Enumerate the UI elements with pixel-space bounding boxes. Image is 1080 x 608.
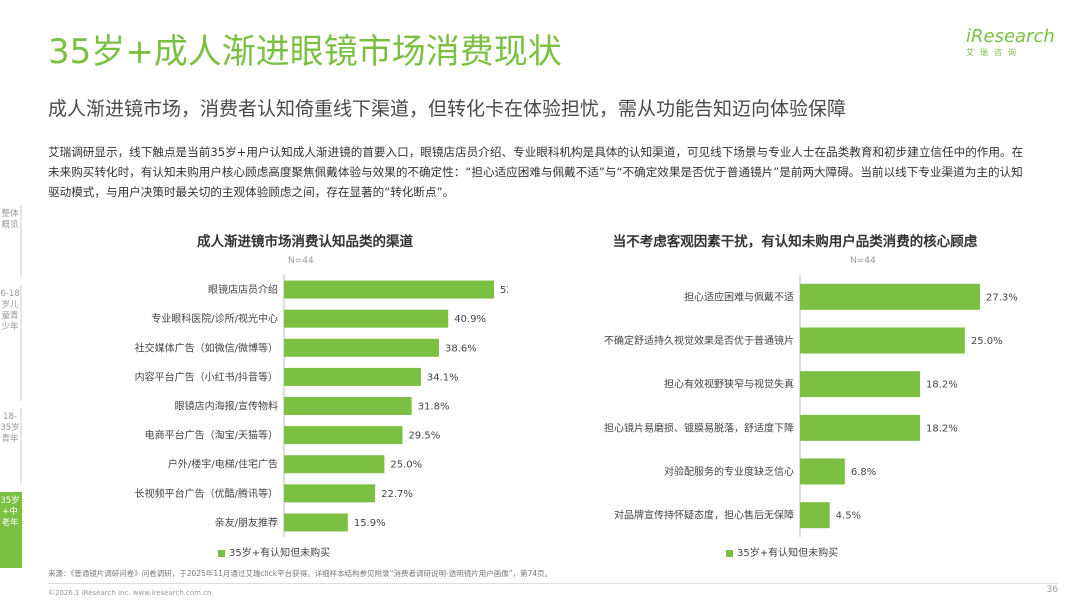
bar	[800, 283, 980, 310]
data-label: 34.1%	[427, 372, 459, 383]
source-note: 来源：《普通镜片调研问卷》问卷调研，于2025年11月通过艾瑞click平台获得…	[48, 569, 553, 578]
data-label: 29.5%	[408, 431, 440, 442]
category-label: 担心有效视野狭窄与视觉失真	[664, 378, 794, 391]
category-label: 对品牌宣传持怀疑态度，担心售后无保障	[614, 509, 794, 522]
bar	[284, 338, 439, 357]
data-label: 40.9%	[454, 314, 486, 325]
sidebar-tab-overview[interactable]: 整体概览	[0, 205, 22, 277]
logo-brand: iResearch	[966, 26, 1055, 47]
data-label: 38.6%	[445, 343, 477, 354]
bar	[800, 414, 920, 441]
bar	[284, 309, 449, 328]
chart2-legend-label: 35岁+有认知但未购买	[737, 548, 839, 559]
bar	[284, 280, 494, 299]
bar	[284, 513, 348, 532]
category-label: 担心适应困难与佩戴不适	[684, 290, 794, 303]
logo-sub: 艾瑞咨询	[966, 48, 1022, 57]
category-label: 不确定舒适持久视觉效果是否优于普通镜片	[604, 334, 794, 347]
category-label: 户外/楼宇/电梯/住宅广告	[168, 458, 278, 471]
footer-divider	[48, 583, 1058, 584]
data-label: 27.3%	[986, 292, 1018, 303]
category-label: 对验配服务的专业度缺乏信心	[664, 465, 794, 478]
iresearch-logo: iResearch 艾瑞咨询	[966, 26, 1056, 70]
intro-paragraph: 艾瑞调研显示，线下触点是当前35岁+用户认知成人渐进镜的首要入口，眼镜店店员介绍…	[48, 145, 1024, 199]
bar	[800, 371, 920, 398]
legend-swatch	[726, 549, 733, 557]
category-label: 亲友/朋友推荐	[215, 516, 278, 529]
bar	[800, 327, 965, 354]
category-label: 长视频平台广告（优酷/腾讯等）	[135, 487, 278, 500]
chart1-n-label: N=44	[288, 256, 314, 266]
data-label: 31.8%	[418, 402, 450, 413]
bar	[284, 484, 376, 503]
category-label: 专业眼科医院/诊所/视光中心	[151, 312, 278, 325]
data-label: 25.0%	[390, 460, 422, 471]
legend-swatch	[218, 549, 225, 557]
data-label: 52.3%	[500, 285, 508, 296]
category-label: 眼镜店内海报/宣传物料	[175, 400, 278, 413]
bar	[800, 458, 845, 485]
data-label: 25.0%	[971, 336, 1003, 347]
category-label: 担心镜片易磨损、镀膜易脱落，舒适度下降	[604, 421, 794, 434]
bar	[284, 455, 385, 474]
chart1-legend-label: 35岁+有认知但未购买	[229, 548, 331, 559]
chart2-n-label: N=44	[850, 256, 876, 266]
bar	[284, 426, 403, 445]
category-label: 内容平台广告（小红书/抖音等）	[135, 370, 278, 383]
bar	[284, 397, 412, 415]
chart2-title: 当不考虑客观因素干扰，有认知未购用户品类消费的核心顾虑	[612, 234, 978, 250]
page-title: 35岁+成人渐进眼镜市场消费现状	[48, 32, 562, 72]
bar	[284, 367, 421, 386]
data-label: 15.9%	[354, 518, 386, 529]
copyright: ©2026.1 iResearch Inc. www.iresearch.com…	[48, 589, 212, 597]
chart1-legend: 35岁+有认知但未购买	[218, 544, 330, 559]
bar	[800, 502, 830, 529]
category-label: 电商平台广告（淘宝/天猫等）	[145, 429, 278, 442]
data-label: 18.2%	[926, 380, 958, 391]
data-label: 22.7%	[381, 489, 413, 500]
page-subtitle: 成人渐进镜市场，消费者认知倚重线下渠道，但转化卡在体验担忧，需从功能告知迈向体验…	[48, 98, 847, 120]
category-label: 社交媒体广告（如微信/微博等）	[135, 341, 278, 354]
sidebar-tab-young-adult[interactable]: 18-35岁青年	[0, 408, 22, 484]
chart1-plot: 眼镜店店员介绍 52.3% 专业眼科医院/诊所/视光中心 40.9% 社交媒体广告（如微…	[135, 275, 508, 537]
chart2-legend: 35岁+有认知但未购买	[726, 544, 838, 559]
data-label: 4.5%	[836, 511, 861, 522]
category-label: 眼镜店店员介绍	[208, 283, 278, 296]
chart2-plot: 担心适应困难与佩戴不适 27.3% 不确定舒适持久视觉效果是否优于普通镜片 25.0%…	[604, 275, 1018, 537]
page-number: 36	[1046, 585, 1058, 595]
data-label: 6.8%	[851, 467, 876, 478]
chart1-title: 成人渐进镜市场消费认知品类的渠道	[197, 234, 413, 250]
sidebar-tab-middle-aged[interactable]: 35岁+中老年	[0, 492, 22, 568]
data-label: 18.2%	[926, 423, 958, 434]
sidebar-tab-youth[interactable]: 6-18岁儿童青少年	[0, 285, 22, 401]
